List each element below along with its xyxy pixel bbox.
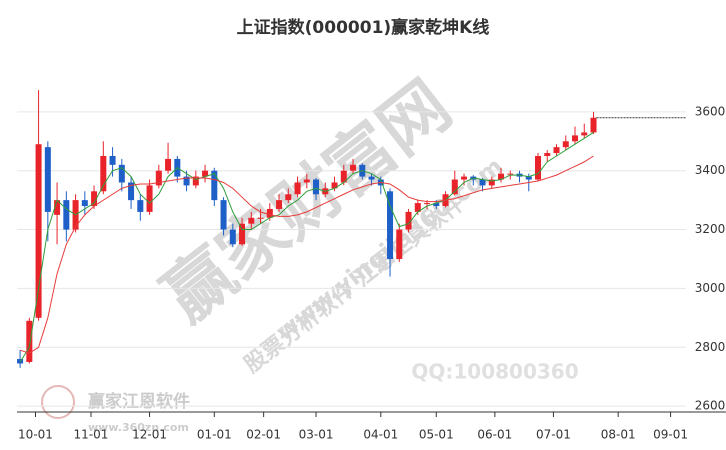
x-tick-label: 09-01 (653, 428, 688, 442)
y-tick-label: 3400 (695, 163, 726, 177)
candle-body (239, 223, 246, 245)
candle-body (340, 170, 347, 183)
candle-body (461, 176, 468, 180)
candle-body (229, 229, 236, 245)
candle-body (91, 191, 98, 207)
candle-body (35, 144, 42, 318)
candle-body (535, 155, 542, 180)
candle-body (192, 176, 199, 186)
candle-body (294, 182, 301, 195)
candle-body (54, 200, 61, 215)
candle-body (183, 176, 190, 186)
x-tick-label: 05-01 (419, 428, 454, 442)
candle-body (368, 176, 375, 180)
x-tick-label: 11-01 (74, 428, 109, 442)
candle-body (257, 217, 264, 219)
candle-body (155, 170, 162, 186)
candle-body (118, 164, 125, 183)
candle-body (525, 176, 532, 180)
watermarks: 赢家财富网 股票分析软件 江恩工具软件 www.yingjia360.com Q… (41, 66, 579, 434)
x-tick-label: 02-01 (246, 428, 281, 442)
candle-body (544, 153, 551, 156)
candle-body (414, 203, 421, 212)
x-tick-label: 12-01 (132, 428, 167, 442)
candle-body (331, 182, 338, 189)
watermark-logo-site: www.360zn.com (88, 421, 189, 434)
ma-line (19, 132, 594, 363)
x-tick-label: 08-01 (601, 428, 636, 442)
y-tick-label: 2800 (695, 340, 726, 354)
candle-body (266, 208, 273, 218)
candle-body (424, 203, 431, 205)
candle-body (479, 179, 486, 186)
x-tick-label: 01-01 (197, 428, 232, 442)
candle-body (128, 182, 135, 201)
candle-body (313, 179, 320, 195)
candle-body (507, 173, 514, 175)
candle-body (562, 141, 569, 148)
x-tick-label: 03-01 (299, 428, 334, 442)
candle-body (109, 155, 116, 165)
x-tick-label: 06-01 (477, 428, 512, 442)
candle-body (396, 229, 403, 259)
y-tick-label: 3000 (695, 281, 726, 295)
candle-body (100, 155, 107, 192)
chart-title: 上证指数(000001)赢家乾坤K线 (237, 17, 490, 38)
candle-body (81, 200, 88, 207)
candle-body (63, 200, 70, 230)
candle-body (220, 200, 227, 230)
candle-body (211, 170, 218, 201)
y-tick-label: 2600 (695, 399, 726, 413)
watermark-logo: 赢家江恩软件 (88, 391, 190, 412)
candle-body (387, 191, 394, 259)
candle-body (303, 179, 310, 183)
x-tick-label: 07-01 (536, 428, 571, 442)
y-tick-label: 3200 (695, 222, 726, 236)
logo-ring (41, 385, 75, 419)
candle-body (350, 164, 357, 171)
candle-body (590, 117, 597, 133)
y-tick-label: 3600 (695, 104, 726, 118)
x-tick-label: 04-01 (363, 428, 398, 442)
candle-body (498, 173, 505, 180)
candle-body (26, 320, 33, 362)
candle-body (451, 179, 458, 195)
candle-body (572, 135, 579, 142)
candle-body (146, 185, 153, 212)
candle-body (553, 147, 560, 154)
candle-body (44, 147, 51, 212)
candle-body (202, 170, 209, 177)
ma-line (19, 155, 594, 354)
candle-body (405, 211, 412, 230)
candle-body (137, 200, 144, 212)
candle-body (285, 194, 292, 201)
candle-body (248, 217, 255, 224)
candle-body (488, 179, 495, 186)
candle-body (433, 203, 440, 207)
watermark-qq: QQ:100800360 (411, 360, 578, 384)
candle-body (276, 200, 283, 209)
candle-body (581, 132, 588, 136)
candle-body (165, 158, 172, 171)
x-tick-label: 10-01 (18, 428, 53, 442)
